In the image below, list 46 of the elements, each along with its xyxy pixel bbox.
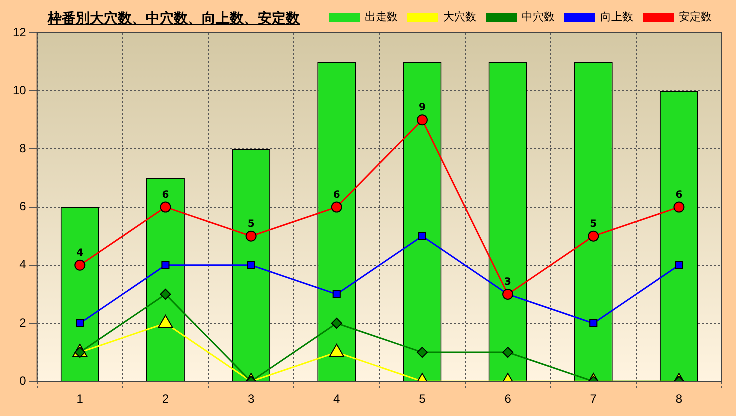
x-tick-label: 2 [162, 392, 170, 406]
point [74, 260, 86, 271]
data-label: 4 [76, 248, 84, 259]
point [418, 232, 426, 240]
x-tick-label: 3 [248, 392, 255, 406]
data-label: 5 [590, 218, 598, 230]
point [590, 319, 598, 328]
point [247, 261, 256, 270]
legend-label: 出走数 [365, 10, 398, 24]
data-label: 6 [676, 190, 683, 201]
point [331, 318, 342, 329]
x-tick-label: 4 [334, 392, 341, 406]
point [332, 290, 341, 298]
y-tick-label: 6 [20, 200, 27, 214]
point [588, 230, 600, 242]
legend-label: 向上数 [600, 10, 634, 24]
point [331, 202, 342, 213]
data-label: 9 [418, 102, 426, 114]
y-tick-label: 10 [12, 83, 27, 98]
point [160, 288, 172, 300]
point [76, 319, 84, 328]
data-label: 6 [162, 190, 170, 201]
data-label: 3 [504, 277, 512, 288]
y-tick-label: 2 [20, 316, 27, 330]
x-tick-label: 5 [419, 392, 426, 406]
y-tick-label: 8 [20, 142, 27, 156]
y-tick-label: 12 [12, 25, 27, 40]
y-tick-label: 0 [20, 374, 27, 388]
point [162, 261, 170, 270]
point [158, 315, 174, 328]
chart-title: 枠番別大穴数、中穴数、向上数、安定数 [48, 10, 300, 28]
point [674, 202, 685, 213]
y-tick-label: 4 [20, 258, 27, 272]
data-label: 5 [248, 218, 255, 230]
point [160, 202, 172, 213]
legend-label: 大穴数 [444, 10, 476, 24]
legend-label: 中穴数 [522, 10, 555, 24]
point [675, 261, 684, 270]
data-label: 6 [333, 190, 340, 201]
x-tick-label: 8 [676, 392, 683, 406]
point [246, 230, 257, 242]
x-tick-label: 7 [590, 392, 598, 406]
legend-label: 安定数 [679, 10, 712, 24]
x-tick-label: 6 [504, 392, 512, 406]
point [329, 344, 344, 358]
x-tick-label: 1 [76, 392, 84, 406]
